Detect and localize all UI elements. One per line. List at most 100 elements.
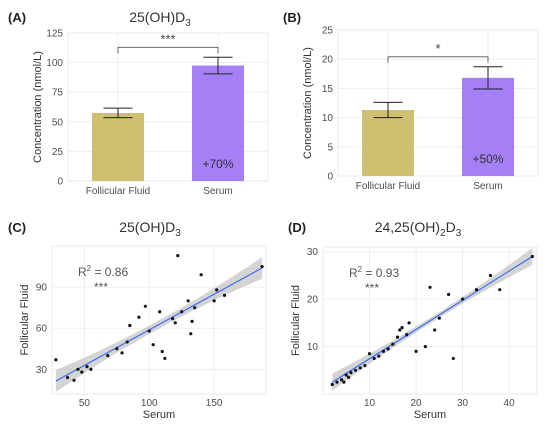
point-c-16 [158, 310, 162, 314]
point-d-6 [349, 371, 353, 375]
panel-label-a: (A) [8, 10, 26, 25]
point-c-15 [151, 343, 155, 347]
point-d-13 [381, 349, 386, 353]
bar-label-a-1: +70% [202, 157, 233, 171]
point-d-12 [377, 354, 381, 358]
y-tick-label-b-5: 25 [322, 26, 334, 37]
x-axis-label-d: Serum [414, 409, 446, 421]
r-squared-symbol-c: R [78, 265, 87, 279]
plot-area-d: 10 20 30 10 20 30 40 R2 = 0.93*** [307, 246, 538, 409]
point-d-28 [460, 297, 465, 301]
point-c-7 [106, 354, 110, 358]
point-c-29 [215, 288, 219, 292]
y-tick-label-a-2: 50 [52, 117, 64, 128]
point-c-25 [190, 319, 194, 323]
point-d-16 [395, 335, 400, 339]
point-c-30 [222, 293, 227, 297]
point-c-5 [85, 364, 89, 369]
title-a: 25(OH)D3 [129, 9, 191, 29]
title-d-sub: 2 [440, 228, 446, 239]
point-c-4 [80, 370, 84, 374]
point-d-8 [358, 366, 362, 370]
point-d-17 [398, 328, 402, 332]
x-tick-label-d-2: 30 [457, 398, 469, 409]
point-c-20 [173, 321, 177, 325]
y-tick-label-d-0: 10 [307, 342, 319, 353]
bar-b-1 [462, 77, 514, 176]
point-c-22 [180, 310, 184, 314]
x-tick-label-b-0: Follicular Fluid [356, 181, 420, 192]
point-c-17 [160, 349, 164, 354]
point-c-10 [125, 340, 129, 344]
point-d-18 [400, 326, 404, 330]
significance-label-a: *** [160, 31, 175, 46]
y-tick-label-c-0: 30 [36, 365, 48, 376]
point-d-7 [353, 368, 358, 372]
x-tick-label-c-2: 150 [206, 398, 223, 409]
r-squared-sup-d: 2 [358, 265, 363, 274]
x-tick-label-d-0: 10 [364, 398, 376, 409]
significance-bracket-a [117, 46, 219, 54]
point-c-14 [147, 329, 151, 333]
panel-label-b: (B) [283, 10, 301, 25]
r-squared-label-d: R2 = 0.93 [349, 265, 399, 280]
point-c-6 [89, 367, 93, 371]
title-d: 24,25(OH)2D3 [375, 219, 462, 239]
r-squared-label-c: R2 = 0.86 [78, 264, 128, 279]
y-tick-label-c-1: 60 [36, 324, 48, 335]
point-d-15 [391, 342, 395, 346]
y-axis-label-b: Concentration (nmol/L) [302, 47, 314, 159]
point-c-24 [189, 332, 193, 336]
bar-label-b-1: +50% [472, 152, 503, 166]
panel-label-d: (D) [288, 220, 306, 235]
point-d-26 [447, 292, 451, 297]
point-c-27 [199, 273, 203, 277]
title-c: 25(OH)D3 [119, 219, 181, 239]
point-c-3 [76, 367, 80, 371]
plot-area-b: 0 5 10 15 20 25 Follicular Fluid Serum +50% * [322, 26, 539, 192]
bar-a-0 [92, 112, 144, 181]
point-d-4 [344, 373, 348, 377]
y-axis-label-d: Follicular Fluid [290, 285, 302, 356]
point-d-32 [530, 254, 534, 259]
point-c-31 [260, 264, 264, 269]
regression-line-c [55, 267, 263, 382]
y-tick-label-b-1: 5 [327, 142, 333, 153]
point-c-0 [54, 358, 58, 362]
point-d-21 [414, 349, 418, 353]
significance-bracket-b [387, 56, 489, 63]
r-squared-value-c: = 0.86 [91, 265, 128, 279]
point-d-20 [407, 321, 411, 325]
point-d-10 [367, 352, 372, 356]
y-tick-label-a-1: 25 [52, 147, 64, 158]
y-tick-label-b-0: 0 [327, 172, 333, 183]
panel-b: (B) 0 5 10 15 20 25 Follicular Fluid Serum +50% *… [283, 10, 539, 192]
point-d-25 [437, 316, 441, 320]
point-c-19 [171, 317, 175, 321]
point-d-9 [363, 363, 367, 368]
title-a-sub: 3 [185, 18, 191, 29]
panel-label-c: (C) [8, 220, 26, 235]
title-d-main: 24,25(OH) [375, 219, 440, 235]
y-tick-label-b-4: 20 [322, 55, 334, 66]
point-d-31 [498, 288, 502, 292]
x-tick-label-d-3: 40 [504, 398, 516, 409]
plot-area-a: 0 25 50 75 100 125 Follicular Fluid Serum +70% **… [46, 29, 269, 197]
r-squared-symbol-d: R [349, 266, 358, 280]
point-d-30 [488, 273, 493, 278]
point-c-9 [120, 351, 124, 355]
y-tick-label-d-1: 20 [307, 295, 319, 306]
point-c-21 [176, 253, 180, 258]
bar-a-1 [192, 65, 244, 181]
title-d-tail: D [446, 219, 456, 235]
point-c-26 [193, 306, 197, 310]
y-axis-label-a: Concentration (nmol/L) [32, 51, 44, 163]
x-tick-label-a-1: Serum [203, 186, 232, 197]
x-axis-label-c: Serum [143, 409, 175, 421]
point-d-24 [433, 328, 437, 332]
y-tick-label-a-3: 75 [52, 88, 64, 99]
x-tick-label-c-1: 100 [141, 398, 158, 409]
point-d-3 [342, 380, 346, 384]
title-c-main: 25(OH)D [119, 219, 175, 235]
